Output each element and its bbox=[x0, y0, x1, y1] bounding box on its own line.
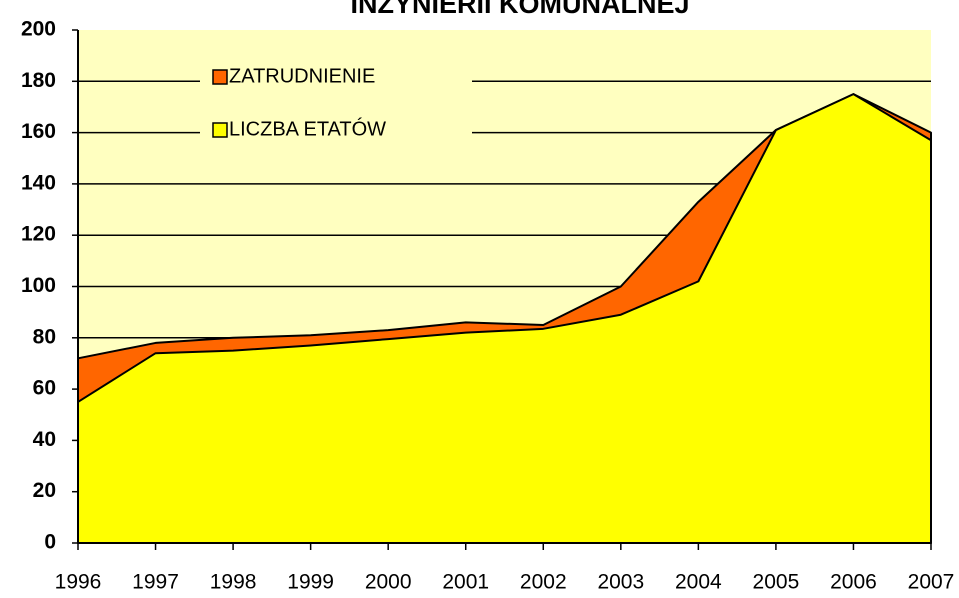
legend-swatch bbox=[212, 69, 228, 85]
y-tick-label: 0 bbox=[44, 531, 56, 554]
x-tick-label: 2001 bbox=[442, 571, 489, 594]
y-tick-label: 160 bbox=[21, 120, 56, 143]
y-tick-label: 20 bbox=[33, 479, 56, 502]
legend-swatch bbox=[212, 122, 228, 138]
x-tick-label: 2000 bbox=[365, 571, 412, 594]
x-tick-label: 2005 bbox=[753, 571, 800, 594]
x-tick-label: 1996 bbox=[55, 571, 102, 594]
x-tick-label: 2007 bbox=[908, 571, 955, 594]
y-tick-label: 80 bbox=[33, 325, 56, 348]
y-tick-label: 40 bbox=[33, 428, 56, 451]
legend: ZATRUDNIENIE LICZBA ETATÓW bbox=[200, 60, 472, 152]
x-tick-label: 2004 bbox=[675, 571, 722, 594]
y-tick-label: 120 bbox=[21, 223, 56, 246]
legend-label: LICZBA ETATÓW bbox=[229, 117, 386, 140]
y-tick-label: 100 bbox=[21, 274, 56, 297]
y-tick-label: 180 bbox=[21, 69, 56, 92]
y-tick-label: 60 bbox=[33, 377, 56, 400]
x-tick-label: 1999 bbox=[287, 571, 334, 594]
axes: 0 20 40 60 80 100 120 140 160 180 200 1996 1997 1998 1… bbox=[21, 18, 954, 594]
x-tick-label: 2002 bbox=[520, 571, 567, 594]
legend-box bbox=[200, 60, 472, 152]
x-tick-label: 2006 bbox=[830, 571, 877, 594]
x-tick-label: 1997 bbox=[132, 571, 179, 594]
y-tick-label: 200 bbox=[21, 18, 56, 41]
chart-title: INŻYNIERII KOMUNALNEJ bbox=[350, 0, 689, 19]
y-tick-label: 140 bbox=[21, 171, 56, 194]
x-tick-label: 1998 bbox=[210, 571, 257, 594]
x-tick-label: 2003 bbox=[597, 571, 644, 594]
area bbox=[77, 93, 932, 544]
legend-label: ZATRUDNIENIE bbox=[229, 65, 375, 87]
areas bbox=[77, 93, 932, 544]
